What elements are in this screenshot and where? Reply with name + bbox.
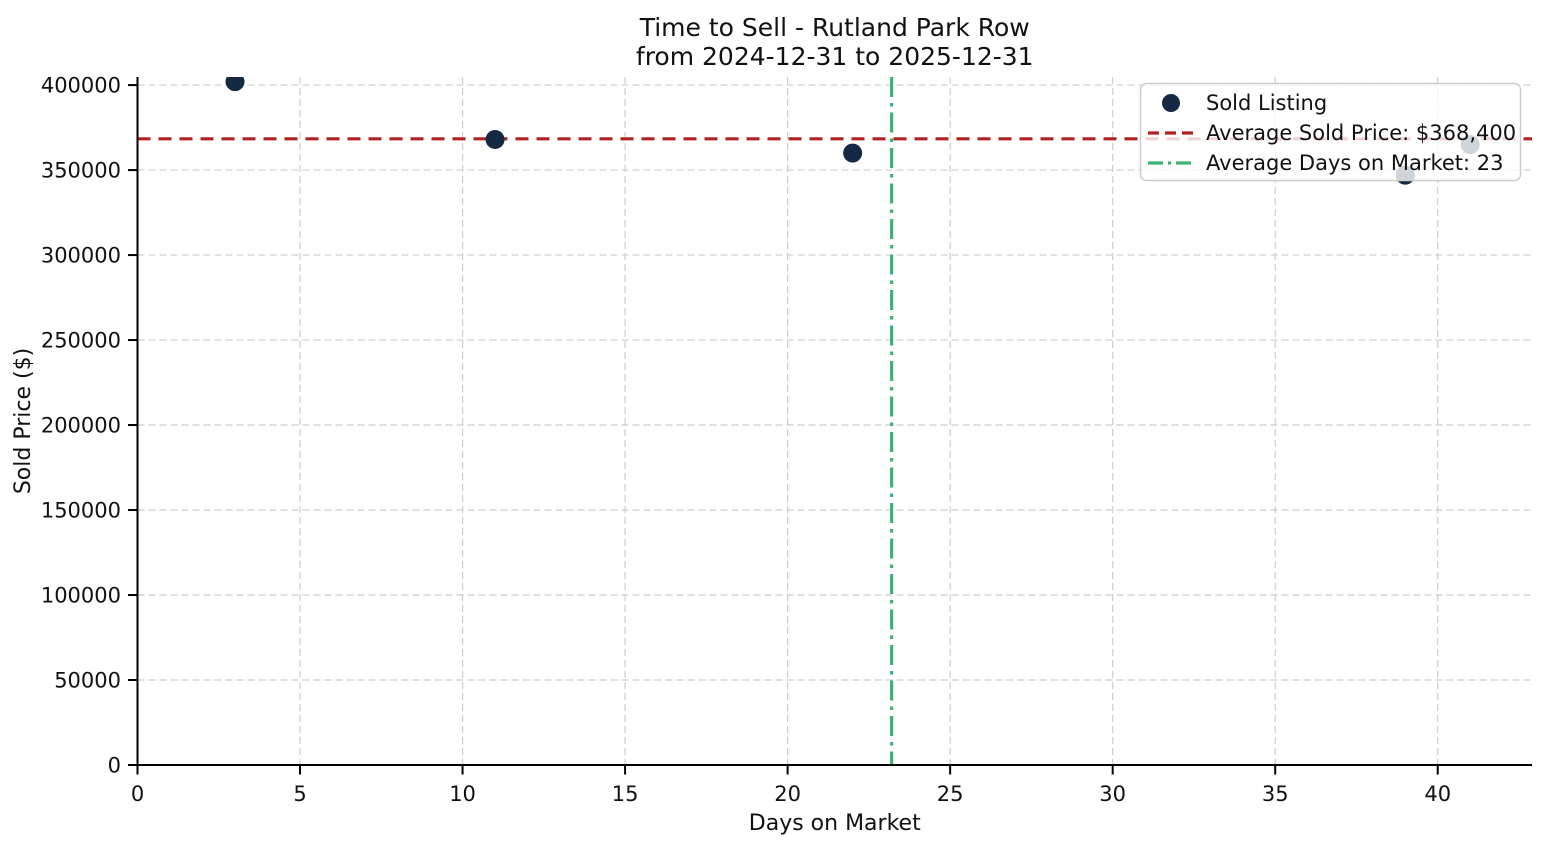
legend-label: Sold Listing — [1206, 91, 1327, 115]
x-tick-label: 5 — [293, 782, 306, 806]
scatter-point — [225, 77, 245, 92]
x-tick-label: 25 — [937, 782, 964, 806]
x-tick-label: 30 — [1099, 782, 1126, 806]
legend-box — [1139, 82, 1522, 182]
y-tick-label: 50000 — [54, 669, 121, 693]
y-tick-label: 0 — [108, 754, 121, 778]
y-tick-label: 100000 — [41, 584, 121, 608]
chart-title: Time to Sell - Rutland Park Row — [639, 13, 1030, 42]
grid-lines — [136, 77, 1532, 766]
x-tick-label: 15 — [612, 782, 639, 806]
y-tick-label: 200000 — [41, 414, 121, 438]
x-tick-label: 0 — [131, 782, 144, 806]
y-tick-label: 250000 — [41, 329, 121, 353]
x-axis-label: Days on Market — [749, 811, 921, 836]
legend: Sold Listing Average Sold Price: $368,400… — [1139, 82, 1522, 182]
x-tick-label: 20 — [774, 782, 801, 806]
legend-label: Average Sold Price: $368,400 — [1206, 121, 1516, 145]
legend-marker-circle — [1162, 94, 1180, 112]
x-tick-label: 40 — [1424, 782, 1451, 806]
x-tick-label: 35 — [1262, 782, 1289, 806]
y-tick-label: 300000 — [41, 244, 121, 268]
legend-label: Average Days on Market: 23 — [1206, 151, 1504, 175]
y-tick-label: 150000 — [41, 499, 121, 523]
y-tick-label: 350000 — [41, 159, 121, 183]
y-tick-label: 400000 — [41, 74, 121, 98]
scatter-point — [485, 129, 505, 149]
x-tick-label: 10 — [449, 782, 476, 806]
axis-ticks: 0 5 10 15 20 25 30 35 40 0 50000 100000 150000 200000… — [41, 74, 1451, 806]
scatter-point — [843, 143, 863, 163]
y-axis-label: Sold Price ($) — [11, 348, 36, 494]
chart-subtitle: from 2024-12-31 to 2025-12-31 — [636, 42, 1034, 71]
